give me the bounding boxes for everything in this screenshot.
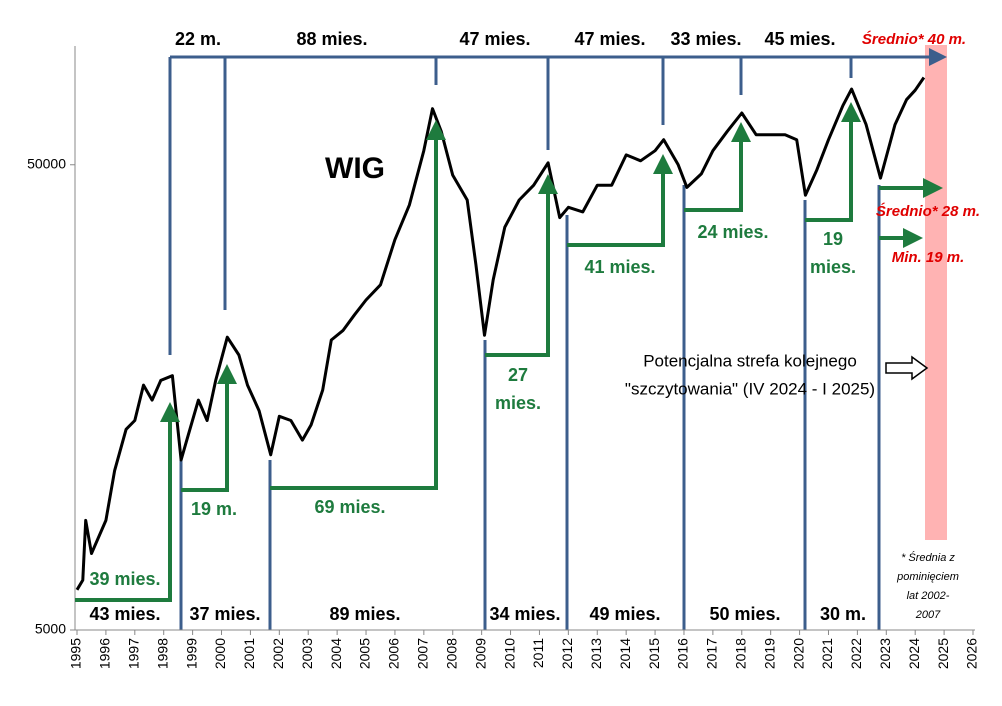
x-tick-label: 2014 [617,638,633,669]
x-tick-label: 2010 [501,638,517,669]
zone-note: "szczytowania" (IV 2024 - I 2025) [625,379,875,398]
x-tick-label: 2016 [675,638,691,669]
x-tick-label: 2013 [588,638,604,669]
bottom-label: 50 mies. [709,604,780,624]
rise-label: 19 m. [191,499,237,519]
x-tick-label: 2022 [848,638,864,669]
footnote: pominięciem [896,571,959,583]
average-label: Średnio* 28 m. [876,202,980,220]
footnote: lat 2002- [907,590,950,602]
rise-arrows [75,102,943,602]
x-tick-label: 2009 [472,638,488,669]
x-tick-label: 2017 [704,638,720,669]
x-tick-label: 2005 [357,638,373,669]
bottom-label: 30 m. [820,604,866,624]
bottom-label: 43 mies. [89,604,160,624]
bottom-label: 89 mies. [329,604,400,624]
bottom-label: 49 mies. [589,604,660,624]
x-tick-label: 2006 [386,638,402,669]
rise-label: 19 [823,229,843,249]
x-tick-label: 2024 [906,638,922,669]
x-tick-label: 2015 [646,638,662,669]
x-tick-label: 2026 [964,638,980,669]
plot: 5000 50000 1995 1996 1997 1998 1999 2000 2001 200… [27,46,980,669]
x-tick-label: 2004 [328,638,344,669]
x-tick-label: 2003 [299,638,315,669]
x-tick-label: 2007 [415,638,431,669]
top-label: 47 mies. [574,29,645,49]
average-label: Średnio* 40 m. [862,30,966,48]
x-tick-label: 2018 [732,638,748,669]
top-label: 33 mies. [670,29,741,49]
rise-label: mies. [810,257,856,277]
x-tick-label: 1995 [68,638,84,669]
bottom-label: 37 mies. [189,604,260,624]
rise-label: 69 mies. [314,497,385,517]
x-tick-label: 2012 [559,638,575,669]
y-tick-label: 50000 [27,155,66,171]
average-label: Min. 19 m. [892,249,965,266]
top-label: 22 m. [175,29,221,49]
top-label: 45 mies. [764,29,835,49]
series-label: WIG [325,152,385,185]
x-tick-label: 1997 [126,638,142,669]
x-tick-label: 2019 [761,638,777,669]
x-tick-label: 2000 [212,638,228,669]
peak-zone [925,45,947,540]
x-tick-label: 2023 [877,638,893,669]
x-tick-label: 2025 [935,638,951,669]
rise-label: 39 mies. [89,569,160,589]
x-tick-label: 1996 [97,638,113,669]
x-tick-label: 2008 [443,638,459,669]
rise-label: 27 [508,365,528,385]
rise-label: 41 mies. [584,257,655,277]
x-tick-label: 2011 [530,638,546,668]
x-tick-label: 2001 [241,638,257,669]
zone-note: Potencjalna strefa kolejnego [643,351,857,370]
cycle-lines [168,48,947,630]
x-tick-label: 2002 [270,638,286,669]
x-tick-label: 1999 [183,638,199,669]
footnote: 2007 [915,609,941,621]
y-tick-label: 5000 [35,621,66,637]
top-label: 47 mies. [459,29,530,49]
rise-label: 24 mies. [697,222,768,242]
footnote: * Średnia z [901,551,955,564]
x-tick-label: 1998 [154,638,170,669]
x-tick-label: 2020 [790,638,806,669]
series-line [75,76,926,591]
x-tick-label: 2021 [819,638,835,669]
bottom-label: 34 mies. [489,604,560,624]
top-label: 88 mies. [296,29,367,49]
zone-arrow [885,355,929,381]
rise-label: mies. [495,393,541,413]
